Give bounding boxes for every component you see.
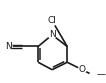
Text: —: — (96, 71, 105, 80)
Circle shape (78, 66, 86, 73)
Text: N: N (5, 42, 11, 51)
Text: N: N (49, 30, 56, 39)
Circle shape (89, 71, 101, 81)
Text: O: O (79, 65, 86, 74)
Text: Cl: Cl (48, 16, 57, 25)
Circle shape (48, 32, 56, 38)
Circle shape (4, 43, 12, 50)
Circle shape (47, 16, 58, 25)
